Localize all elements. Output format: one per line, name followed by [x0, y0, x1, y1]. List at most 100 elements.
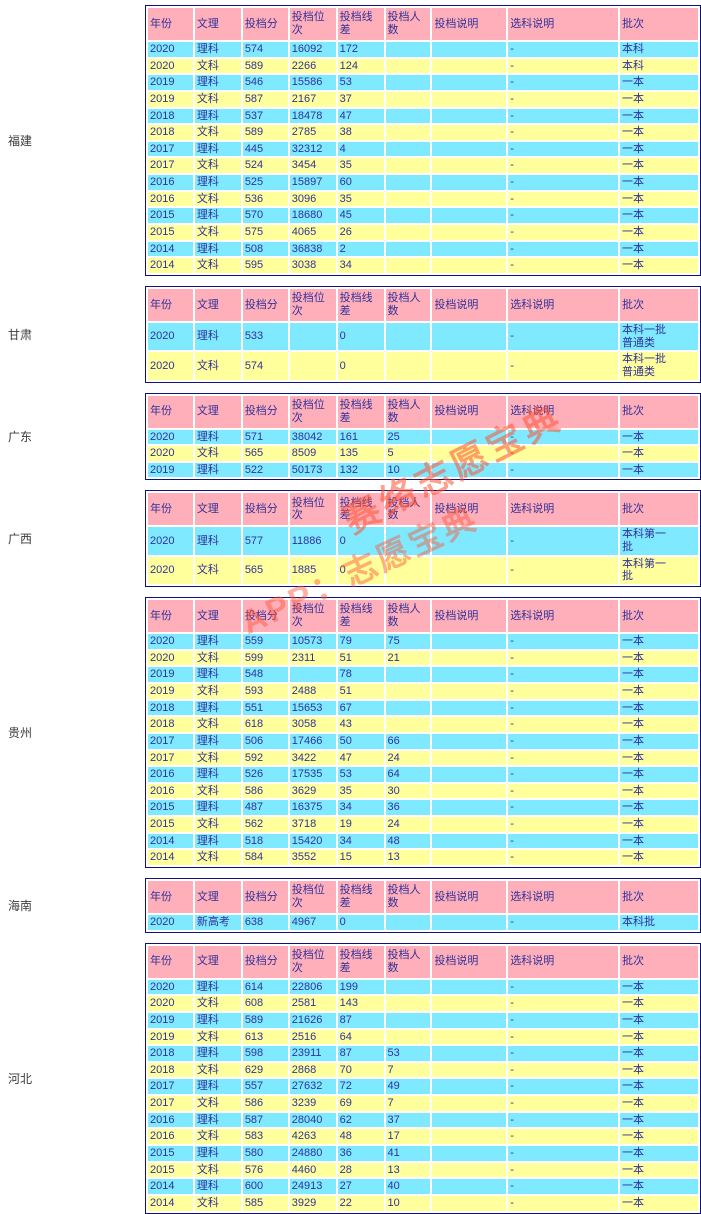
table-cell: 一本	[620, 1129, 698, 1145]
table-cell: 文科	[194, 258, 241, 273]
table-cell: 36	[385, 800, 431, 816]
table-row: 2020 文科 565 1885 0 - 本科第一批	[148, 556, 698, 585]
table-cell	[432, 996, 507, 1011]
table-cell: 一本	[620, 462, 698, 478]
table-cell	[432, 1162, 507, 1178]
column-header: 投档线差	[337, 600, 384, 633]
column-header: 投档线差	[337, 288, 384, 321]
table-cell: 580	[242, 1146, 288, 1161]
table-cell: -	[508, 58, 618, 74]
table-cell: -	[508, 783, 618, 799]
table-cell: -	[508, 1029, 618, 1045]
table-cell: 47	[337, 750, 384, 766]
table-cell: 理科	[194, 208, 241, 224]
province-gutter: 河北	[0, 1070, 145, 1087]
table-cell: 51	[337, 683, 384, 699]
table-cell: 文科	[194, 1162, 241, 1178]
table-cell	[385, 1012, 431, 1028]
admission-scores-table: 年份 文理 投档分 投档位次 投档线差 投档人数 投档说明 选科说明 批次 2020 理科 614 22…	[145, 942, 701, 1214]
table-cell: 一本	[620, 1062, 698, 1078]
table-cell: 18478	[289, 108, 336, 124]
table-cell: 522	[242, 462, 288, 478]
table-row: 2016 理科 526 17535 53 64 - 一本	[148, 767, 698, 782]
table-cell: 36838	[289, 241, 336, 257]
table-cell	[385, 125, 431, 140]
table-cell	[432, 1112, 507, 1128]
table-cell: 理科	[194, 1146, 241, 1161]
table-cell: 文科	[194, 717, 241, 732]
table-cell: 2016	[148, 783, 193, 799]
table-cell: 文科	[194, 446, 241, 461]
province-section: 福建 年份 文理 投档分 投档位次 投档线差 投档人数 投档说明 选科说明 批次 2020 理科 574…	[0, 5, 701, 276]
table-cell	[385, 208, 431, 224]
province-label: 广东	[8, 429, 33, 444]
column-header: 投档分	[242, 493, 288, 526]
column-header: 选科说明	[508, 945, 618, 978]
table-cell: 585	[242, 1195, 288, 1211]
table-cell	[385, 717, 431, 732]
table-cell: 2868	[289, 1062, 336, 1078]
table-cell: 16092	[289, 42, 336, 57]
table-cell: 一本	[620, 191, 698, 207]
table-cell: 64	[337, 1029, 384, 1045]
table-row: 2020 理科 533 0 - 本科一批普通类	[148, 322, 698, 351]
table-cell: 35	[337, 783, 384, 799]
table-cell: 理科	[194, 108, 241, 124]
table-cell: 570	[242, 208, 288, 224]
column-header: 文理	[194, 8, 241, 40]
table-cell: 文科	[194, 191, 241, 207]
table-cell: 614	[242, 979, 288, 995]
table-cell: 19	[337, 817, 384, 832]
table-cell: 2019	[148, 1029, 193, 1045]
column-header: 批次	[620, 880, 698, 913]
table-cell: 87	[337, 1046, 384, 1061]
column-header: 投档位次	[289, 945, 336, 978]
table-cell: 文科	[194, 783, 241, 799]
table-row: 2018 文科 618 3058 43 - 一本	[148, 717, 698, 732]
table-cell: 3929	[289, 1195, 336, 1211]
table-cell: 533	[242, 322, 288, 351]
table-cell: 69	[337, 1096, 384, 1111]
table-cell: 32312	[289, 141, 336, 157]
table-cell: -	[508, 75, 618, 90]
table-cell: 一本	[620, 650, 698, 666]
table-cell: 7	[385, 1096, 431, 1111]
table-cell: 4263	[289, 1129, 336, 1145]
table-cell: 132	[337, 462, 384, 478]
table-cell: 587	[242, 91, 288, 107]
table-cell: 124	[337, 58, 384, 74]
column-header: 投档说明	[432, 395, 507, 428]
table-cell: 618	[242, 717, 288, 732]
table-cell: 一本	[620, 634, 698, 649]
table-cell: 一本	[620, 1195, 698, 1211]
table-cell: 78	[337, 667, 384, 682]
table-cell: 4065	[289, 225, 336, 240]
province-label: 甘肃	[8, 327, 33, 342]
table-cell	[432, 733, 507, 749]
table-cell: 5	[385, 446, 431, 461]
table-cell: -	[508, 1112, 618, 1128]
table-cell: -	[508, 850, 618, 865]
table-row: 2015 文科 575 4065 26 - 一本	[148, 225, 698, 240]
table-row: 2020 理科 571 38042 161 25 - 一本	[148, 429, 698, 445]
table-cell: 2020	[148, 42, 193, 57]
table-cell: 一本	[620, 75, 698, 90]
column-header: 年份	[148, 600, 193, 633]
column-header: 投档位次	[289, 493, 336, 526]
column-header: 投档线差	[337, 945, 384, 978]
table-cell	[432, 1129, 507, 1145]
table-cell: -	[508, 462, 618, 478]
table-cell: 理科	[194, 1112, 241, 1128]
table-cell: 文科	[194, 1029, 241, 1045]
province-tables: 福建 年份 文理 投档分 投档位次 投档线差 投档人数 投档说明 选科说明 批次 2020 理科 574…	[0, 5, 701, 1214]
table-cell: 598	[242, 1046, 288, 1061]
table-cell: 4967	[289, 914, 336, 930]
table-cell: 583	[242, 1129, 288, 1145]
table-cell: 2016	[148, 191, 193, 207]
table-cell: 文科	[194, 225, 241, 240]
table-cell: 2311	[289, 650, 336, 666]
table-cell	[432, 979, 507, 995]
table-cell: 一本	[620, 1012, 698, 1028]
table-cell: 571	[242, 429, 288, 445]
table-row: 2016 理科 525 15897 60 - 一本	[148, 175, 698, 190]
